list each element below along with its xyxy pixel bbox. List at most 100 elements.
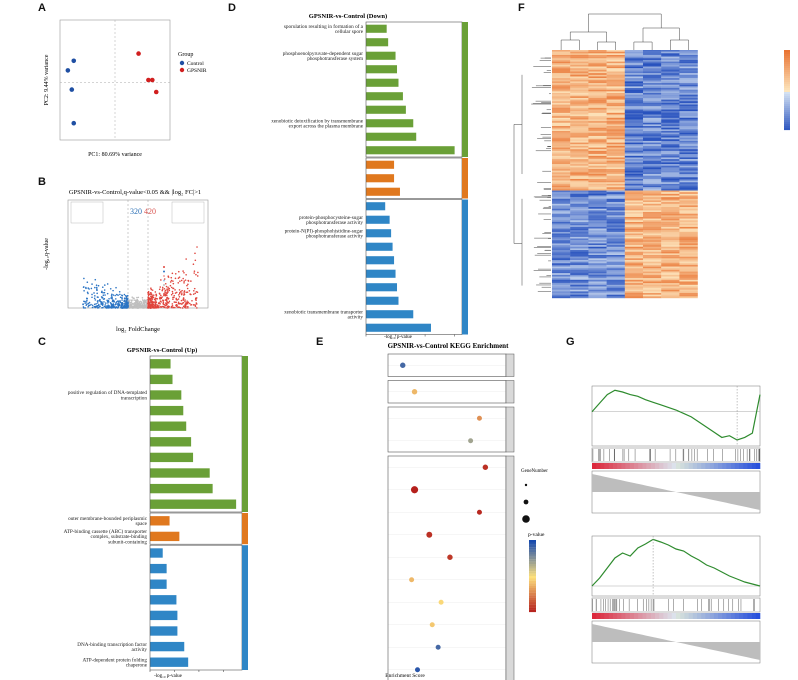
heatmap-cell <box>588 73 607 75</box>
pca-point <box>146 77 151 83</box>
heatmap-cell <box>679 235 698 238</box>
kegg-x-axis-label: Enrichment Score <box>385 673 425 679</box>
go-bar <box>366 146 455 155</box>
heatmap-cell <box>624 231 644 234</box>
volcano-point-up <box>163 287 166 290</box>
heatmap-cell <box>552 50 571 52</box>
gsea-rank-gradient <box>680 463 685 469</box>
heatmap-cell <box>552 137 571 140</box>
heatmap-cell <box>643 263 662 266</box>
volcano-point-up <box>148 306 151 309</box>
kegg-colorbar-segment <box>529 540 536 543</box>
heatmap-scale-segment <box>784 52 790 55</box>
heatmap-cell <box>570 147 589 150</box>
heatmap-cell <box>570 279 589 282</box>
heatmap-cell <box>679 276 698 279</box>
volcano-point-up <box>152 294 155 296</box>
volcano-point-up <box>196 291 199 294</box>
heatmap-cell <box>588 246 607 249</box>
heatmap-cell <box>588 101 607 104</box>
heatmap-cell <box>570 261 589 264</box>
heatmap-cell <box>643 89 662 92</box>
heatmap-cell <box>588 281 607 284</box>
heatmap-cell <box>606 109 625 112</box>
heatmap-cell <box>661 193 680 196</box>
heatmap-cell <box>624 185 644 188</box>
heatmap-cell <box>552 56 571 59</box>
volcano-point-ns <box>141 304 144 306</box>
heatmap-cell <box>624 268 644 271</box>
heatmap-cell <box>643 132 662 135</box>
volcano-point-down <box>117 294 119 296</box>
heatmap-cell <box>552 183 571 186</box>
heatmap-scale-segment <box>784 112 790 115</box>
heatmap-cell <box>643 157 662 160</box>
heatmap-cell <box>606 114 625 117</box>
volcano-point-down <box>123 304 126 307</box>
volcano-point-up <box>147 302 149 304</box>
volcano-point-up <box>158 292 161 295</box>
heatmap-cell <box>570 271 589 274</box>
volcano-point-up <box>185 307 187 309</box>
volcano-point-up <box>172 287 175 290</box>
heatmap-cell <box>624 164 644 166</box>
heatmap-cell <box>643 178 662 181</box>
volcano-point-up <box>148 304 150 306</box>
kegg-dot <box>410 486 419 494</box>
volcano-point-up <box>177 306 179 309</box>
heatmap-cell <box>606 288 625 290</box>
heatmap-cell <box>679 144 698 147</box>
heatmap-cell <box>643 96 662 99</box>
heatmap-cell <box>679 150 698 153</box>
heatmap-cell <box>679 256 698 259</box>
heatmap-cell <box>661 284 680 287</box>
heatmap-cell <box>588 92 607 95</box>
heatmap-cell <box>552 79 571 82</box>
heatmap-cell <box>624 140 644 143</box>
heatmap-cell <box>552 293 571 295</box>
heatmap-cell <box>552 134 571 137</box>
heatmap-cell <box>606 84 625 87</box>
heatmap-cell <box>606 172 625 175</box>
heatmap-cell <box>588 56 607 59</box>
heatmap-cell <box>624 54 644 57</box>
heatmap-cell <box>661 101 680 104</box>
go-bar <box>150 499 237 509</box>
heatmap-cell <box>624 132 644 135</box>
volcano-point-down <box>109 301 112 304</box>
volcano-point-down <box>103 291 106 294</box>
volcano-point-ns <box>140 302 143 304</box>
heatmap-cell <box>606 149 625 152</box>
heatmap-cell <box>552 246 571 249</box>
heatmap-cell <box>606 238 625 241</box>
heatmap-cell <box>643 66 662 69</box>
heatmap-cell <box>588 124 607 127</box>
heatmap-cell <box>588 182 607 185</box>
heatmap-cell <box>570 230 589 233</box>
volcano-point-up <box>162 299 165 302</box>
heatmap-cell <box>643 117 662 120</box>
heatmap-scale-segment <box>784 94 790 97</box>
heatmap-cell <box>552 212 571 214</box>
volcano-point-up <box>171 272 174 275</box>
volcano-point-up <box>175 297 178 300</box>
heatmap-cell <box>679 269 698 272</box>
heatmap-cell <box>588 86 607 89</box>
heatmap-cell <box>606 183 625 186</box>
heatmap-cell <box>606 126 625 128</box>
volcano-point-down <box>85 304 88 306</box>
heatmap-cell <box>606 107 625 110</box>
heatmap-cell <box>570 195 589 198</box>
heatmap-cell <box>624 200 644 203</box>
heatmap-cell <box>570 284 589 287</box>
heatmap-cell <box>552 106 571 109</box>
heatmap-cell <box>661 78 680 80</box>
heatmap-scale-segment <box>784 96 790 99</box>
heatmap-cell <box>606 134 625 137</box>
volcano-point-up <box>181 307 184 309</box>
heatmap-cell <box>570 286 589 289</box>
heatmap-cell <box>624 50 644 52</box>
heatmap-cell <box>643 283 662 285</box>
heatmap-cell <box>661 190 680 193</box>
heatmap-cell <box>552 140 571 143</box>
